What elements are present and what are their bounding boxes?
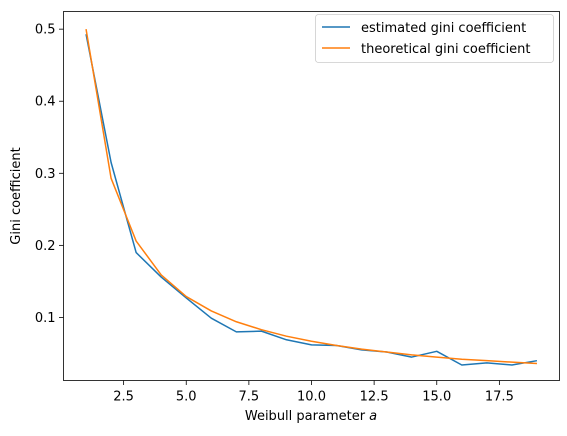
legend: estimated gini coefficient theoretical g… bbox=[315, 14, 554, 63]
series-line-estimated bbox=[85, 34, 538, 366]
y-axis-label: Gini coefficient bbox=[9, 147, 24, 244]
x-tick-label: 7.5 bbox=[239, 390, 260, 405]
legend-label-estimated: estimated gini coefficient bbox=[361, 21, 526, 36]
y-tick-label: 0.1 bbox=[35, 311, 56, 326]
axis-layer: 2.5 5.0 7.5 10.0 12.5 15.0 17.5 0.1 0.2 0.3 0.4 0.5 bbox=[35, 23, 514, 405]
series-line-theoretical bbox=[85, 29, 537, 365]
x-tick-label: 12.5 bbox=[360, 390, 389, 405]
x-tick-label: 17.5 bbox=[485, 390, 514, 405]
y-tick-label: 0.3 bbox=[35, 167, 56, 182]
legend-box bbox=[315, 14, 554, 63]
plot-frame bbox=[63, 11, 560, 381]
y-tick-label: 0.4 bbox=[35, 95, 56, 110]
x-tick-label: 5.0 bbox=[176, 390, 197, 405]
legend-label-theoretical: theoretical gini coefficient bbox=[361, 42, 531, 57]
x-axis-label: Weibull parameter a bbox=[245, 409, 377, 424]
x-tick-label: 15.0 bbox=[422, 390, 451, 405]
series-layer bbox=[85, 29, 538, 366]
y-tick-label: 0.5 bbox=[35, 23, 56, 38]
plot-area bbox=[63, 11, 560, 381]
x-tick-label: 10.0 bbox=[297, 390, 326, 405]
x-tick-label: 2.5 bbox=[113, 390, 134, 405]
y-tick-label: 0.2 bbox=[35, 239, 56, 254]
